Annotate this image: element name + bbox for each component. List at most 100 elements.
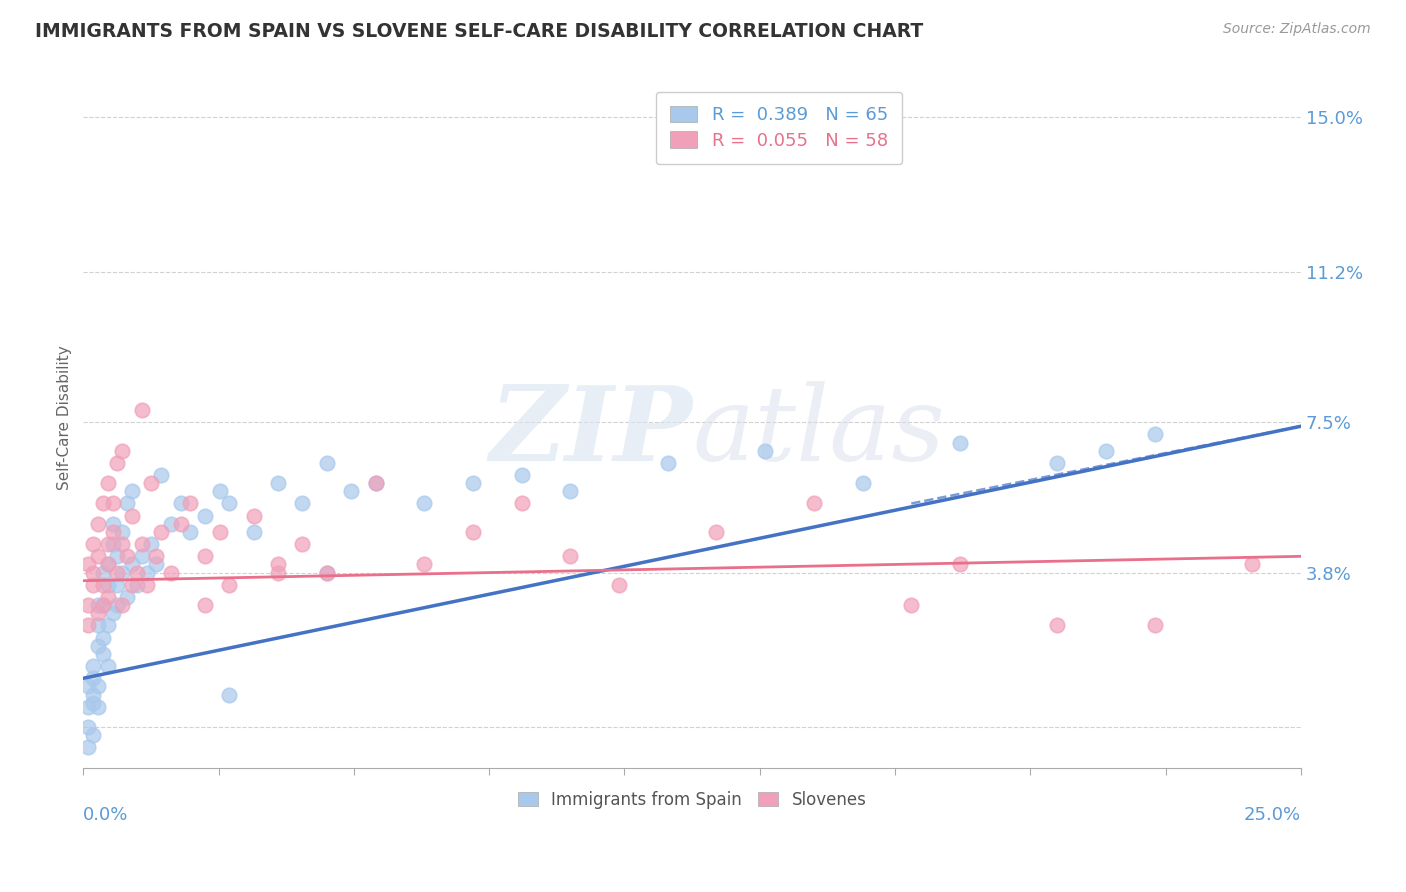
Text: Source: ZipAtlas.com: Source: ZipAtlas.com: [1223, 22, 1371, 37]
Point: [87, 598, 110, 612]
Point: [121, 484, 143, 499]
Point: [77, 740, 100, 755]
Point: [97, 618, 120, 632]
Point: [105, 598, 128, 612]
Point: [131, 403, 153, 417]
Point: [111, 443, 134, 458]
Point: [87, 606, 110, 620]
Point: [340, 484, 363, 499]
Point: [87, 699, 110, 714]
Point: [135, 566, 157, 580]
Point: [97, 537, 120, 551]
Point: [208, 484, 231, 499]
Point: [160, 566, 183, 580]
Point: [82, 537, 104, 551]
Text: 0.0%: 0.0%: [83, 806, 129, 824]
Point: [949, 558, 972, 572]
Point: [91, 631, 114, 645]
Point: [461, 476, 484, 491]
Point: [125, 566, 148, 580]
Point: [315, 456, 337, 470]
Point: [101, 524, 124, 539]
Point: [194, 598, 217, 612]
Point: [179, 496, 201, 510]
Point: [851, 476, 873, 491]
Point: [97, 476, 120, 491]
Point: [121, 578, 143, 592]
Point: [461, 524, 484, 539]
Point: [218, 496, 240, 510]
Point: [242, 508, 264, 523]
Point: [150, 468, 173, 483]
Point: [607, 578, 630, 592]
Point: [82, 578, 104, 592]
Point: [179, 524, 201, 539]
Point: [101, 496, 124, 510]
Point: [87, 639, 110, 653]
Point: [145, 558, 167, 572]
Point: [77, 558, 100, 572]
Point: [657, 456, 679, 470]
Point: [135, 578, 157, 592]
Point: [949, 435, 972, 450]
Point: [413, 496, 436, 510]
Point: [105, 549, 128, 564]
Point: [170, 516, 193, 531]
Point: [115, 549, 138, 564]
Point: [77, 720, 100, 734]
Point: [510, 496, 533, 510]
Point: [77, 699, 100, 714]
Point: [364, 476, 387, 491]
Point: [131, 549, 153, 564]
Point: [125, 578, 148, 592]
Point: [560, 549, 582, 564]
Point: [131, 537, 153, 551]
Point: [218, 578, 240, 592]
Text: IMMIGRANTS FROM SPAIN VS SLOVENE SELF-CARE DISABILITY CORRELATION CHART: IMMIGRANTS FROM SPAIN VS SLOVENE SELF-CA…: [35, 22, 924, 41]
Point: [82, 688, 104, 702]
Point: [97, 659, 120, 673]
Y-axis label: Self-Care Disability: Self-Care Disability: [58, 346, 72, 491]
Text: atlas: atlas: [692, 382, 945, 483]
Point: [1241, 558, 1264, 572]
Legend: Immigrants from Spain, Slovenes: Immigrants from Spain, Slovenes: [510, 784, 873, 815]
Point: [145, 549, 167, 564]
Point: [82, 696, 104, 710]
Point: [208, 524, 231, 539]
Point: [560, 484, 582, 499]
Point: [82, 671, 104, 685]
Point: [97, 558, 120, 572]
Point: [1143, 618, 1166, 632]
Text: 25.0%: 25.0%: [1244, 806, 1301, 824]
Point: [105, 456, 128, 470]
Point: [267, 476, 290, 491]
Point: [91, 598, 114, 612]
Point: [291, 537, 314, 551]
Point: [242, 524, 264, 539]
Point: [706, 524, 728, 539]
Point: [754, 443, 776, 458]
Point: [101, 537, 124, 551]
Point: [87, 516, 110, 531]
Point: [900, 598, 922, 612]
Point: [1046, 618, 1069, 632]
Point: [111, 598, 134, 612]
Point: [194, 549, 217, 564]
Point: [101, 516, 124, 531]
Point: [121, 508, 143, 523]
Point: [315, 566, 337, 580]
Point: [150, 524, 173, 539]
Point: [87, 680, 110, 694]
Point: [170, 496, 193, 510]
Point: [194, 508, 217, 523]
Point: [267, 558, 290, 572]
Point: [111, 566, 134, 580]
Point: [1143, 427, 1166, 442]
Point: [141, 476, 163, 491]
Point: [141, 537, 163, 551]
Point: [267, 566, 290, 580]
Point: [91, 647, 114, 661]
Point: [77, 680, 100, 694]
Text: ZIP: ZIP: [489, 382, 692, 483]
Point: [97, 558, 120, 572]
